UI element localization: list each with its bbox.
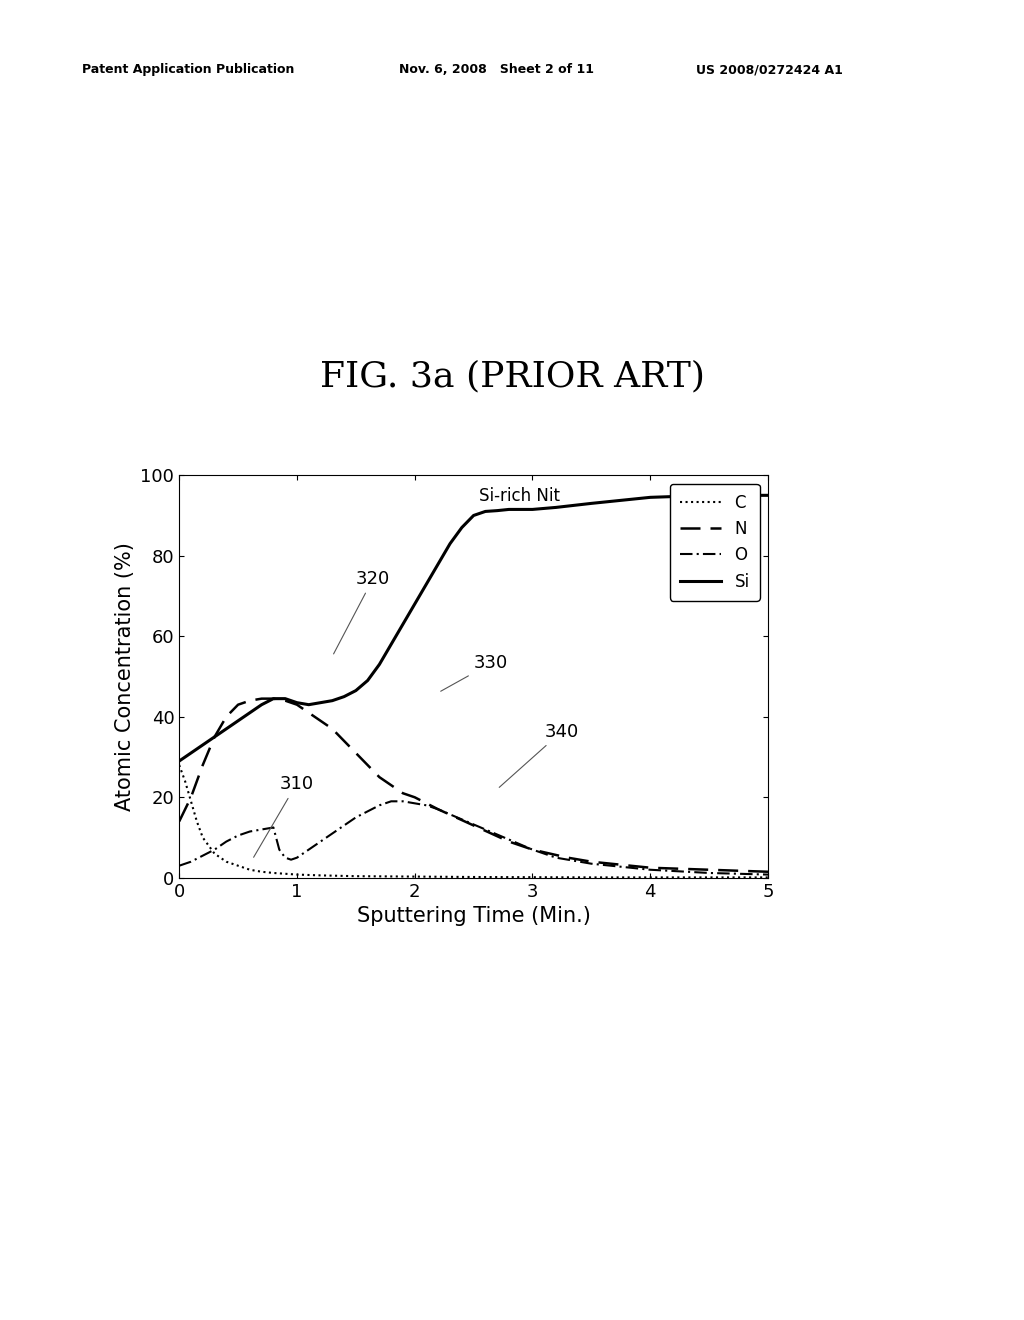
Text: US 2008/0272424 A1: US 2008/0272424 A1 xyxy=(696,63,843,77)
Text: FIG. 3a (PRIOR ART): FIG. 3a (PRIOR ART) xyxy=(319,359,705,393)
Text: Patent Application Publication: Patent Application Publication xyxy=(82,63,294,77)
Y-axis label: Atomic Concentration (%): Atomic Concentration (%) xyxy=(115,543,135,810)
Text: Si-rich Nit: Si-rich Nit xyxy=(479,487,560,506)
X-axis label: Sputtering Time (Min.): Sputtering Time (Min.) xyxy=(356,907,591,927)
Text: 340: 340 xyxy=(500,723,579,787)
Text: 320: 320 xyxy=(334,570,390,653)
Legend: C, N, O, Si: C, N, O, Si xyxy=(670,483,760,601)
Text: 330: 330 xyxy=(440,655,508,692)
Text: 310: 310 xyxy=(254,775,313,857)
Text: Nov. 6, 2008   Sheet 2 of 11: Nov. 6, 2008 Sheet 2 of 11 xyxy=(399,63,594,77)
